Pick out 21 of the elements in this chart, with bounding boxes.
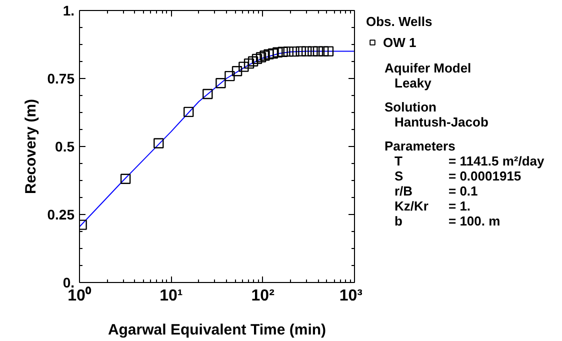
text: Hantush-Jacob [394, 114, 488, 130]
text: Leaky [394, 75, 432, 90]
legend-label: OW 1 [383, 34, 416, 50]
y-tick-label: 0.75 [47, 70, 75, 86]
text: r/B = 0.1 [394, 183, 478, 198]
x-tick-label: 10² [251, 288, 274, 304]
y-tick-label: 0.25 [47, 206, 75, 222]
x-tick-label: 10³ [339, 288, 362, 304]
y-axis-title: Recovery (m) [22, 98, 40, 194]
y-tick-label: 1. [62, 2, 75, 18]
text: Aquifer Model [384, 60, 472, 76]
text: b = 100. m [394, 213, 500, 228]
legend-title: Obs. Wells [366, 14, 432, 29]
text: Parameters [384, 138, 456, 154]
text: S = 0.0001915 [394, 168, 522, 184]
y-tick-label: 0.5 [55, 138, 75, 154]
x-axis-title: Agarwal Equivalent Time (min) [108, 322, 326, 338]
text: Solution [384, 99, 437, 114]
text: T = 1141.5 m²/day [394, 153, 544, 168]
x-tick-label: 10¹ [160, 288, 183, 304]
text: Kz/Kr = 1. [394, 198, 471, 214]
